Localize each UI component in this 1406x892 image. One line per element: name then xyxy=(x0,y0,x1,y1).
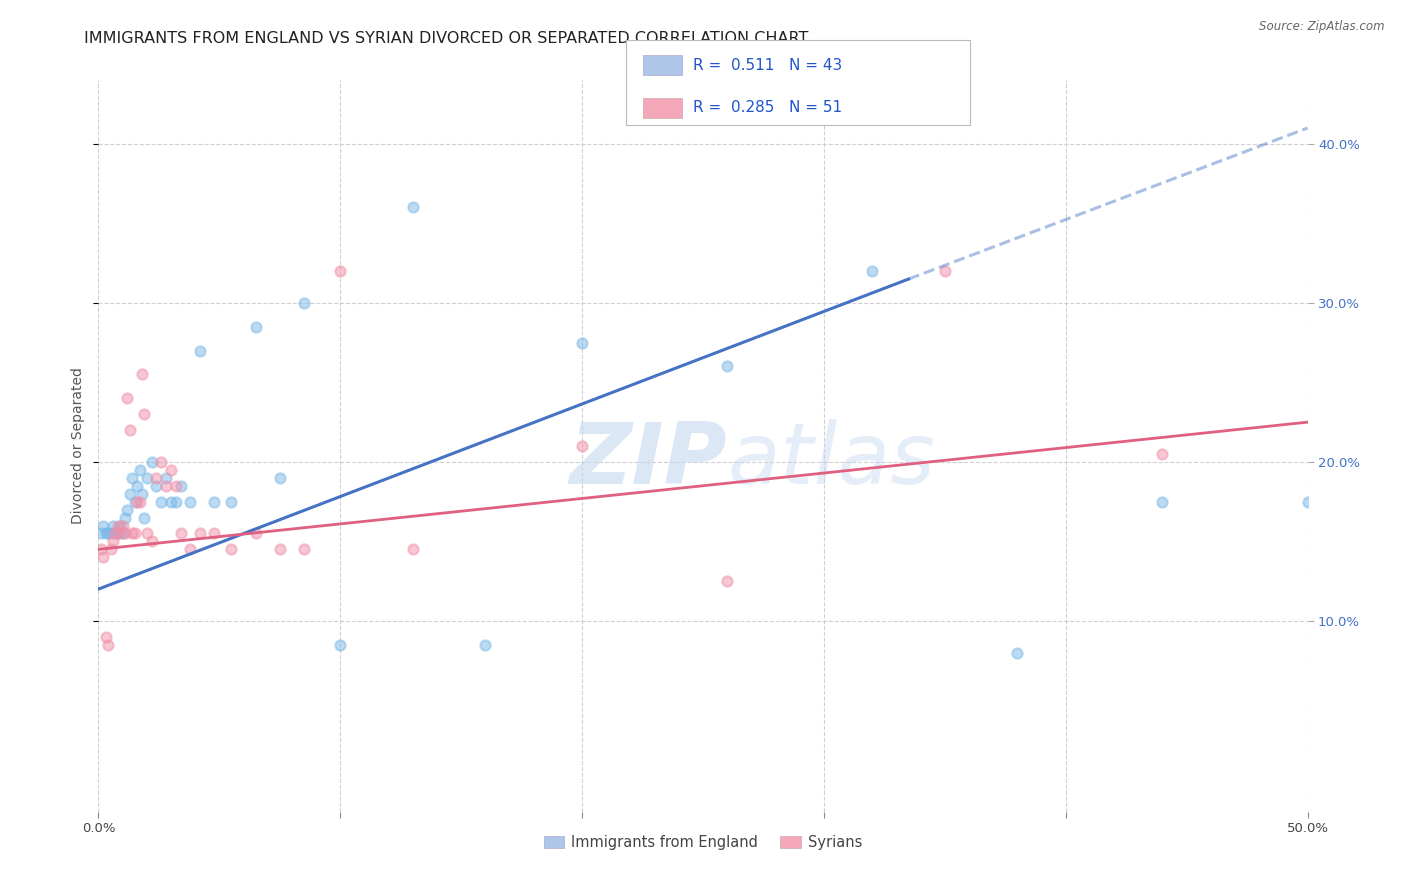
Point xyxy=(571,439,593,453)
Point xyxy=(128,494,150,508)
Point xyxy=(97,638,120,652)
Point xyxy=(150,494,173,508)
Text: ZIP: ZIP xyxy=(569,419,727,502)
Point xyxy=(402,201,425,215)
Point xyxy=(97,526,120,541)
Point xyxy=(204,494,226,508)
Legend: Immigrants from England, Syrians: Immigrants from England, Syrians xyxy=(538,829,868,855)
Point xyxy=(108,526,131,541)
Point xyxy=(716,574,738,589)
Point xyxy=(474,638,496,652)
Point xyxy=(716,359,738,374)
Point xyxy=(111,526,134,541)
Point xyxy=(94,526,117,541)
Point xyxy=(329,264,352,278)
Point xyxy=(134,407,156,421)
Point xyxy=(204,526,226,541)
Point xyxy=(179,494,201,508)
Text: R =  0.285   N = 51: R = 0.285 N = 51 xyxy=(693,101,842,115)
Text: atlas: atlas xyxy=(727,419,935,502)
Y-axis label: Divorced or Separated: Divorced or Separated xyxy=(72,368,86,524)
Point xyxy=(104,526,127,541)
Point xyxy=(90,542,112,557)
Point xyxy=(245,319,267,334)
Point xyxy=(114,526,136,541)
Point xyxy=(101,534,124,549)
Point xyxy=(141,534,163,549)
Point xyxy=(165,494,187,508)
Point xyxy=(1152,494,1174,508)
Point xyxy=(135,471,157,485)
Point xyxy=(124,494,146,508)
Point xyxy=(269,542,291,557)
Point xyxy=(221,494,243,508)
Point xyxy=(135,526,157,541)
Point xyxy=(124,526,146,541)
Point xyxy=(100,526,122,541)
Point xyxy=(165,479,187,493)
Point xyxy=(117,392,139,406)
Point xyxy=(269,471,291,485)
Point xyxy=(118,423,141,437)
Point xyxy=(160,463,183,477)
Point xyxy=(117,502,139,516)
Point xyxy=(121,471,143,485)
Point xyxy=(101,518,124,533)
Point xyxy=(155,479,177,493)
Point xyxy=(145,471,167,485)
Point xyxy=(1152,447,1174,461)
Point xyxy=(329,638,352,652)
Point xyxy=(94,630,117,644)
Point xyxy=(91,550,114,565)
Point xyxy=(127,494,149,508)
Point xyxy=(108,518,131,533)
Point xyxy=(571,335,593,350)
Point xyxy=(179,542,201,557)
Point xyxy=(169,479,191,493)
Point xyxy=(150,455,173,469)
Point xyxy=(128,463,150,477)
Point xyxy=(91,518,114,533)
Point xyxy=(118,486,141,500)
Point xyxy=(169,526,191,541)
Point xyxy=(90,526,112,541)
Point xyxy=(245,526,267,541)
Text: IMMIGRANTS FROM ENGLAND VS SYRIAN DIVORCED OR SEPARATED CORRELATION CHART: IMMIGRANTS FROM ENGLAND VS SYRIAN DIVORC… xyxy=(84,31,808,46)
Point xyxy=(1296,494,1319,508)
Point xyxy=(160,494,183,508)
Point xyxy=(107,526,129,541)
Point xyxy=(111,518,134,533)
Text: Source: ZipAtlas.com: Source: ZipAtlas.com xyxy=(1260,20,1385,33)
Point xyxy=(131,368,153,382)
Point xyxy=(121,526,143,541)
Point xyxy=(155,471,177,485)
Point xyxy=(860,264,883,278)
Point xyxy=(934,264,956,278)
Point xyxy=(402,542,425,557)
Point xyxy=(104,526,127,541)
Point xyxy=(1007,646,1029,660)
Point xyxy=(188,343,211,358)
Point xyxy=(145,479,167,493)
Point xyxy=(107,518,129,533)
Point xyxy=(141,455,163,469)
Point xyxy=(131,486,153,500)
Point xyxy=(221,542,243,557)
Point xyxy=(134,510,156,524)
Point xyxy=(292,542,315,557)
Text: R =  0.511   N = 43: R = 0.511 N = 43 xyxy=(693,58,842,72)
Point xyxy=(292,296,315,310)
Point xyxy=(127,479,149,493)
Point xyxy=(100,542,122,557)
Point xyxy=(188,526,211,541)
Point xyxy=(114,510,136,524)
